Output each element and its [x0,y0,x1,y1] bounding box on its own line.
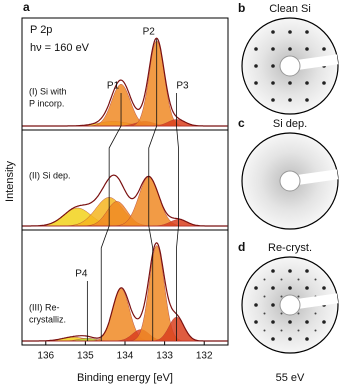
diffraction-spot [297,329,300,332]
y-label: Intensity [4,161,16,202]
peak-track [148,39,158,341]
envelope [22,242,228,342]
frame [21,17,229,346]
panel-letter: b [238,1,245,15]
x-tick-label: 135 [77,351,94,362]
diffraction-spot [288,269,292,273]
spectrum-label: crystalliz. [29,314,66,324]
diffraction-spot [263,312,266,315]
diffraction-spot [288,98,292,102]
diffraction-spot [271,47,275,51]
diffraction-spot [280,295,283,298]
diffraction-spot [254,320,258,324]
envelope [22,37,228,127]
x-tick-label: 133 [156,351,173,362]
diffraction-spot [271,337,275,341]
diffraction-spot [305,81,309,85]
spectrum-label: (II) Si dep. [29,170,71,180]
diffraction-spot [288,320,292,324]
diffraction-spot [305,337,309,341]
diffraction-spot [254,303,258,307]
diffraction-spot [288,47,292,51]
beam-stop [279,55,301,77]
diffraction-spot [305,269,309,273]
panel-letter: d [238,240,245,254]
peak-track [176,93,179,341]
title: P 2p [30,24,52,36]
caption: 55 eV [276,372,305,384]
diffraction-spot [297,312,300,315]
diffraction-spot [254,47,258,51]
diffraction-spot [288,30,292,34]
diffraction-spot [271,269,275,273]
envelope [22,174,228,227]
diffraction-spot [314,329,317,332]
diffraction-spot [263,295,266,298]
diffraction-spot [271,98,275,102]
peak-label: P3 [176,81,189,92]
diffraction-spot [271,286,275,290]
spectrum-label: (III) Re- [29,302,60,312]
beam-stop [289,293,339,310]
diffraction-spot [263,278,266,281]
diffraction-spot [305,320,309,324]
diffraction-spot [322,320,326,324]
diffraction-spot [305,30,309,34]
panel-letter: a [23,0,30,14]
diffraction-spot [314,278,317,281]
peak-label: P1 [107,81,120,92]
diffraction-spot [280,312,283,315]
beam-stop [279,294,301,316]
panel-letter: c [238,116,245,130]
diffraction-spot [254,81,258,85]
diffraction-spot [288,286,292,290]
diffraction-spot [254,286,258,290]
diffraction-spot [263,329,266,332]
x-label: Binding energy [eV] [77,372,173,384]
diffraction-spot [271,30,275,34]
x-tick-label: 132 [196,351,213,362]
diffraction-spot [271,81,275,85]
image-title: Si dep. [273,118,307,130]
diffraction-spot [322,81,326,85]
diffraction-spot [297,278,300,281]
beam-stop [279,170,301,192]
image-title: Re-cryst. [268,242,312,254]
diffraction-spot [305,286,309,290]
diffraction-spot [322,286,326,290]
beam-stop [289,169,339,186]
diffraction-spot [271,303,275,307]
diffraction-spot [280,329,283,332]
diffraction-spot [305,47,309,51]
diffraction-spot [254,64,258,68]
x-tick-label: 134 [117,351,134,362]
diffraction-spot [271,64,275,68]
subtitle: hν = 160 eV [30,42,90,54]
x-tick-label: 136 [37,351,54,362]
diffraction-spot [288,337,292,341]
diffraction-spot [280,278,283,281]
diffraction-spot [271,320,275,324]
diffraction-spot [322,47,326,51]
peak-track [100,93,122,341]
image-title: Clean Si [269,3,311,15]
peak-label: P2 [143,27,156,38]
diffraction-spot [288,81,292,85]
diffraction-spot [297,295,300,298]
diffraction-spot [305,98,309,102]
peak-label: P4 [75,269,88,280]
diffraction-spot [314,312,317,315]
spectrum-label: (I) Si with [29,86,67,96]
spectrum-label: P incorp. [29,98,64,108]
beam-stop [289,54,339,71]
